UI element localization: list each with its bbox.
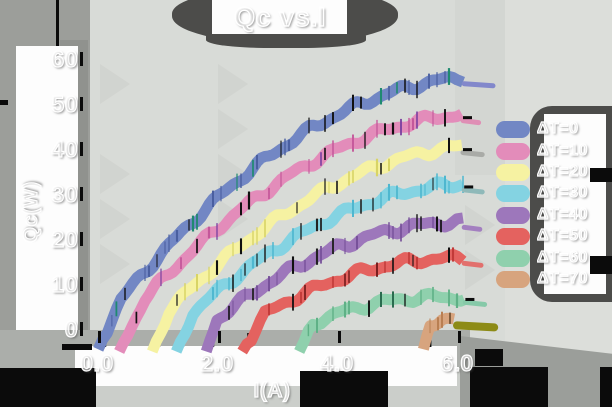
y-tick-label: 20 <box>51 225 78 252</box>
glitch-black-rect <box>590 168 612 182</box>
legend-label: ΔT=30 <box>536 183 588 201</box>
y-ticklabel-strip <box>16 46 78 346</box>
legend-swatch <box>496 164 530 181</box>
y-tick-mark <box>80 142 83 156</box>
chevron-shadow <box>465 205 495 245</box>
glitch-black-dash <box>477 352 491 357</box>
y-tick-mark <box>80 322 83 336</box>
x-tick-label: 4.0 <box>320 349 354 376</box>
series-end-cap <box>461 260 484 268</box>
series-end-cap <box>460 118 482 126</box>
y-tick-label: 10 <box>51 270 78 297</box>
chevron-shadow <box>218 109 248 149</box>
glitch-black-rect <box>0 100 8 105</box>
legend-label: ΔT=70 <box>536 269 588 287</box>
series-ΔT=60 <box>294 286 488 354</box>
title-backdrop <box>212 0 347 34</box>
glitch-black-dash <box>62 344 92 350</box>
x-tick-mark <box>98 331 101 343</box>
x-tick-mark <box>458 331 461 343</box>
y-tick-label: 50 <box>51 90 78 117</box>
series-ΔT=10 <box>114 109 482 354</box>
x-axis-label: I(A) <box>253 378 291 402</box>
legend-label: ΔT=20 <box>536 162 588 180</box>
x-tick-mark <box>218 331 221 343</box>
glitch-black-rect <box>300 371 388 407</box>
series-ΔT=40 <box>200 212 483 354</box>
legend-swatch <box>496 250 530 267</box>
chevron-shadow <box>100 244 130 284</box>
y-tick-label: 30 <box>51 180 78 207</box>
series-end-cap <box>461 81 496 89</box>
y-tick-mark <box>80 232 83 246</box>
x-ticklabel-strip <box>75 346 457 386</box>
series-band <box>294 287 467 354</box>
legend-label: ΔT=40 <box>536 205 588 223</box>
legend-label: ΔT=50 <box>536 226 588 244</box>
y-tick-label: 60 <box>51 45 78 72</box>
series-ΔT=70 <box>418 311 499 351</box>
chevron-shadow <box>465 250 495 290</box>
series-band <box>237 249 467 355</box>
series-ΔT=0 <box>93 68 496 352</box>
x-tick-label: 0.0 <box>80 349 114 376</box>
chevron-shadow <box>100 64 130 104</box>
legend-label: ΔT=60 <box>536 248 588 266</box>
y-axis-spine-fragment <box>56 0 59 50</box>
y-tick-mark <box>80 97 83 111</box>
series-ΔT=30 <box>171 173 485 354</box>
series-ΔT=50 <box>237 247 484 355</box>
x-tick-label: 2.0 <box>200 349 234 376</box>
series-band <box>114 109 465 354</box>
legend-swatch <box>496 207 530 224</box>
y-tick-label: 0 <box>64 315 78 342</box>
y-tick-mark <box>80 52 83 66</box>
glitch-black-rect <box>0 368 96 407</box>
legend-label: ΔT=10 <box>536 141 588 159</box>
series-end-cap <box>461 187 485 195</box>
legend-swatch <box>496 121 530 138</box>
glitch-black-rect <box>470 367 548 407</box>
series-end-cap <box>462 299 488 307</box>
legend-swatch <box>496 143 530 160</box>
legend-label: ΔT=0 <box>536 119 579 137</box>
x-tick-label: 6.0 <box>440 349 474 376</box>
series-ΔT=20 <box>147 137 485 354</box>
series-end-cap <box>460 150 485 158</box>
glitch-black-rect <box>600 367 612 407</box>
chevron-shadow <box>218 64 248 104</box>
x-tick-mark <box>338 331 341 343</box>
y-tick-label: 40 <box>51 135 78 162</box>
legend-swatch <box>496 228 530 245</box>
chevron-shadow <box>100 199 130 239</box>
series-band <box>171 176 466 354</box>
legend-swatch <box>496 185 530 202</box>
chart-title: Qc vs.I <box>233 1 327 32</box>
y-tick-mark <box>80 277 83 291</box>
series-end-cap <box>461 224 483 232</box>
series-band <box>147 139 463 354</box>
chevron-shadow <box>100 154 130 194</box>
glitch-black-rect <box>590 256 612 274</box>
y-tick-mark <box>80 187 83 201</box>
series-end-cap <box>453 321 499 332</box>
legend-swatch <box>496 271 530 288</box>
